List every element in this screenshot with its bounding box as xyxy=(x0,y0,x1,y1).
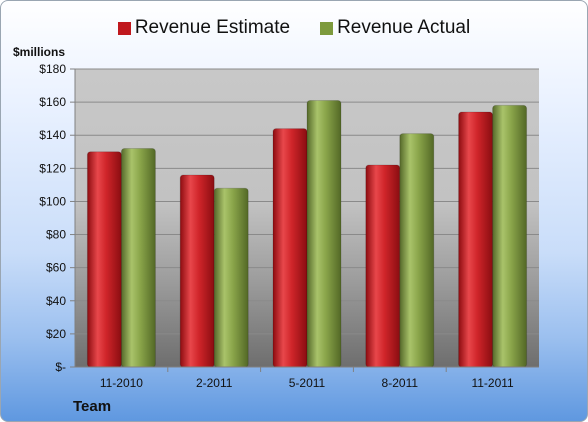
y-tick-label: $60 xyxy=(46,261,66,275)
legend-swatch-actual xyxy=(320,21,334,35)
y-tick-label: $160 xyxy=(39,95,66,109)
bar-revenue-estimate xyxy=(458,111,494,368)
bar-revenue-estimate xyxy=(86,151,122,368)
y-tick-label: $20 xyxy=(46,327,66,341)
legend: Revenue Estimate Revenue Actual xyxy=(1,17,587,39)
bar-revenue-actual xyxy=(399,133,435,368)
x-tick-label: 2-2011 xyxy=(196,376,233,390)
x-tick-label: 8-2011 xyxy=(382,376,419,390)
y-axis-unit-label: $millions xyxy=(13,45,66,59)
y-tick-label: $180 xyxy=(39,62,66,76)
bar-revenue-estimate xyxy=(179,174,215,368)
legend-label-actual: Revenue Actual xyxy=(337,17,471,38)
x-tick-label: 11-2011 xyxy=(471,376,514,390)
bar-revenue-estimate xyxy=(272,128,308,368)
y-tick-label: $- xyxy=(55,360,66,374)
bar-revenue-actual xyxy=(492,104,528,368)
legend-item-estimate: Revenue Estimate xyxy=(117,17,291,39)
legend-swatch-estimate xyxy=(117,21,131,35)
y-tick-label: $100 xyxy=(39,194,66,208)
bar-revenue-actual xyxy=(213,187,249,368)
bar-revenue-actual xyxy=(120,147,156,368)
x-tick-label: 5-2011 xyxy=(289,376,326,390)
x-tick-label: 11-2010 xyxy=(100,376,143,390)
bar-revenue-actual xyxy=(306,99,342,368)
y-tick-label: $80 xyxy=(46,228,66,242)
y-tick-label: $140 xyxy=(39,128,66,142)
y-tick-label: $40 xyxy=(46,294,66,308)
bar-revenue-estimate xyxy=(365,164,401,368)
legend-label-estimate: Revenue Estimate xyxy=(134,17,291,38)
x-axis-title: Team xyxy=(73,398,112,415)
y-tick-label: $120 xyxy=(39,161,66,175)
legend-item-actual: Revenue Actual xyxy=(320,17,470,39)
